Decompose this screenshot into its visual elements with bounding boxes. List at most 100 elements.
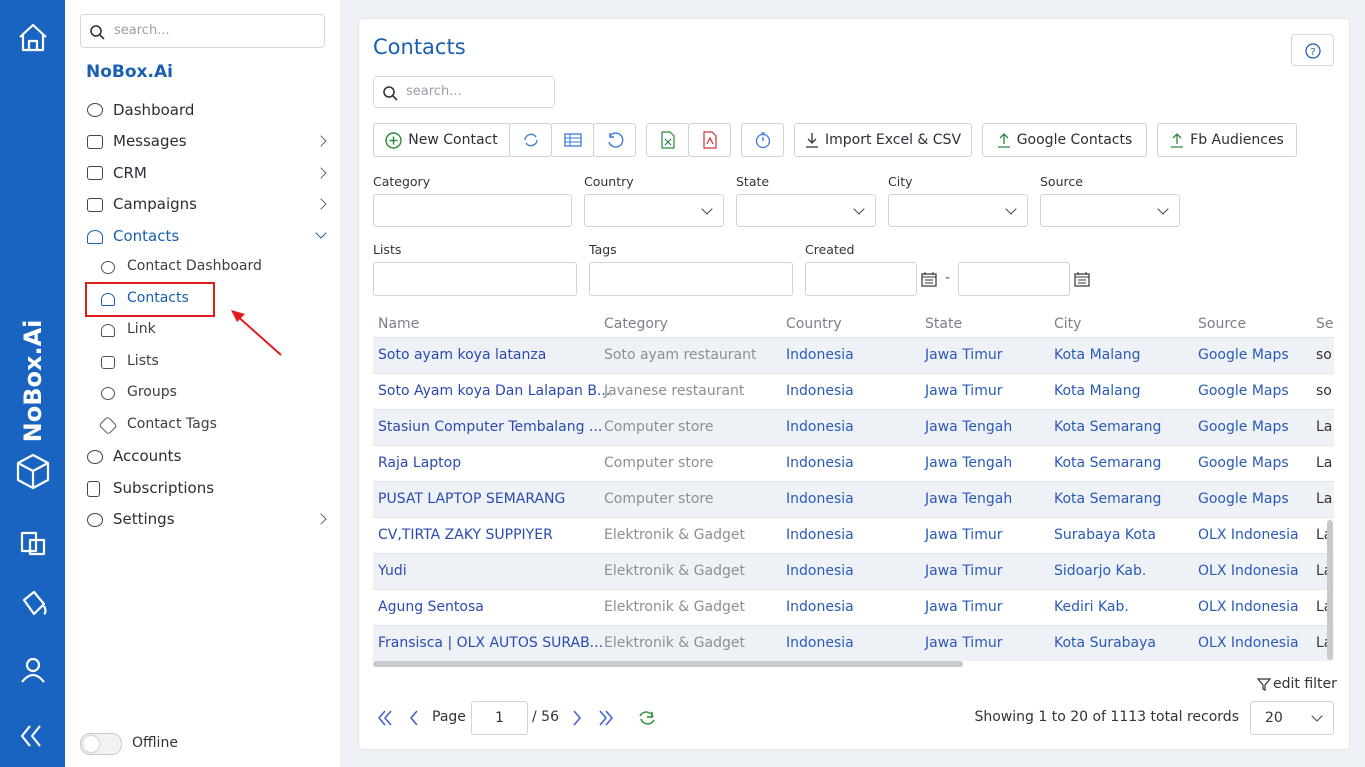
table-cell: Elektronik & Gadget	[604, 527, 745, 543]
table-cell: Jawa Timur	[925, 563, 1003, 579]
table-cell: Elektronik & Gadget	[604, 599, 745, 615]
table-cell: Stasiun Computer Tembalang ...	[378, 419, 603, 435]
table-cell: Soto Ayam koya Dan Lalapan B...	[378, 383, 611, 399]
table-cell: Jawa Tengah	[925, 419, 1013, 435]
help-button[interactable]: ?	[1291, 34, 1334, 66]
edit-filter[interactable]: edit filter	[1257, 676, 1337, 692]
table-button[interactable]	[551, 123, 594, 157]
sidebar-search[interactable]: search...	[80, 14, 325, 48]
submenu-item[interactable]: Groups	[127, 384, 177, 400]
table-row[interactable]: CV,TIRTA ZAKY SUPPIYER Elektronik & Gadge…	[373, 517, 1334, 553]
table-cell: Soto ayam restaurant	[604, 347, 757, 363]
menu-item[interactable]: Subscriptions	[113, 479, 215, 497]
table-cell: Kota Semarang	[1054, 455, 1162, 471]
filter-label: Tags	[589, 242, 617, 257]
table-cell: Jawa Timur	[925, 383, 1003, 399]
table-cell: CV,TIRTA ZAKY SUPPIYER	[378, 527, 553, 543]
rail-brand: NoBox.Ai	[19, 320, 47, 443]
search-placeholder: search...	[406, 84, 462, 99]
filter-select[interactable]	[1040, 194, 1180, 227]
icon-rail: NoBox.Ai	[0, 0, 65, 767]
menu-item[interactable]: Messages	[113, 132, 187, 150]
filter-label: Lists	[373, 242, 402, 257]
submenu-item[interactable]: Contact Dashboard	[127, 258, 262, 274]
toggle[interactable]	[80, 733, 122, 755]
table-row[interactable]: Stasiun Computer Tembalang ... Computer s…	[373, 409, 1334, 445]
submenu-item[interactable]: Contact Tags	[127, 416, 217, 432]
table-cell: so	[1316, 383, 1332, 399]
table-row[interactable]: Raja Laptop Computer store Indonesia Jawa T…	[373, 445, 1334, 481]
table-cell: Computer store	[604, 491, 714, 507]
button-label: New Contact	[408, 132, 498, 148]
filter-label: City	[888, 174, 913, 189]
filter-label: Category	[373, 174, 431, 189]
v-scrollbar[interactable]	[1327, 520, 1333, 660]
refresh-button[interactable]	[509, 123, 552, 157]
table-cell: Jawa Timur	[925, 347, 1003, 363]
timer-button[interactable]	[741, 123, 784, 157]
table-cell: Indonesia	[786, 491, 854, 507]
table-row[interactable]: Yudi Elektronik & Gadget Indonesia Jawa Tim…	[373, 553, 1334, 589]
pdf-button[interactable]	[688, 123, 731, 157]
table-cell: Sidoarjo Kab.	[1054, 563, 1147, 579]
table-row[interactable]: Soto ayam koya latanza Soto ayam restaura…	[373, 337, 1334, 373]
menu-item[interactable]: Accounts	[113, 447, 182, 465]
table-cell: Google Maps	[1198, 347, 1289, 363]
menu-item[interactable]: Contacts	[113, 227, 180, 245]
filter-input[interactable]	[589, 262, 793, 296]
filter-select[interactable]	[736, 194, 876, 227]
table-cell: Jawa Tengah	[925, 455, 1013, 471]
column-header: Category	[604, 316, 668, 332]
menu-item[interactable]: CRM	[113, 164, 147, 182]
table-cell: Indonesia	[786, 347, 854, 363]
filter-label: Created	[805, 242, 855, 257]
filter-input[interactable]	[373, 262, 577, 296]
table-cell: Javanese restaurant	[604, 383, 745, 399]
submenu-item[interactable]: Lists	[127, 353, 159, 369]
excel-button[interactable]	[646, 123, 689, 157]
search-placeholder: search...	[114, 23, 170, 38]
page-input[interactable]: 1	[471, 701, 528, 735]
table-cell: Indonesia	[786, 455, 854, 471]
date-input[interactable]	[958, 262, 1070, 296]
column-header: State	[925, 316, 963, 332]
menu-item[interactable]: Campaigns	[113, 195, 198, 213]
submenu-item[interactable]: Contacts	[127, 290, 189, 306]
filter-select[interactable]	[888, 194, 1028, 227]
new-contact-button[interactable]: New Contact	[373, 123, 510, 157]
table-row[interactable]: Fransisca | OLX AUTOS SURAB... Elektronik…	[373, 625, 1334, 661]
button-label: Fb Audiences	[1190, 132, 1284, 148]
table-cell: Jawa Tengah	[925, 491, 1013, 507]
page-size-select[interactable]: 20	[1250, 701, 1334, 735]
brand: NoBox.Ai	[86, 62, 173, 82]
h-scrollbar[interactable]	[373, 661, 963, 667]
calendar-icon[interactable]	[1074, 271, 1090, 287]
table-cell: La	[1316, 455, 1333, 471]
import-button[interactable]: Import Excel & CSV	[794, 123, 972, 157]
table-cell: Kota Malang	[1054, 347, 1141, 363]
table-cell: OLX Indonesia	[1198, 599, 1299, 615]
table-cell: PUSAT LAPTOP SEMARANG	[378, 491, 566, 507]
undo-button[interactable]	[593, 123, 636, 157]
calendar-icon[interactable]	[921, 271, 937, 287]
submenu-item[interactable]: Link	[127, 321, 156, 337]
fb-audiences-button[interactable]: Fb Audiences	[1157, 123, 1297, 157]
table-cell: Kota Surabaya	[1054, 635, 1156, 651]
table-row[interactable]: Agung Sentosa Elektronik & Gadget Indonesi…	[373, 589, 1334, 625]
column-header: Country	[786, 316, 842, 332]
filter-select[interactable]	[584, 194, 724, 227]
filter-input[interactable]	[373, 194, 572, 227]
main-search[interactable]: search...	[373, 76, 555, 108]
table-cell: Jawa Timur	[925, 635, 1003, 651]
table-cell: Indonesia	[786, 599, 854, 615]
table-row[interactable]: Soto Ayam koya Dan Lalapan B... Javanese …	[373, 373, 1334, 409]
table-row[interactable]: PUSAT LAPTOP SEMARANG Computer store Indon…	[373, 481, 1334, 517]
google-contacts-button[interactable]: Google Contacts	[982, 123, 1147, 157]
table-cell: Kota Semarang	[1054, 491, 1162, 507]
table-cell: Indonesia	[786, 419, 854, 435]
table-cell: Computer store	[604, 455, 714, 471]
menu-item[interactable]: Dashboard	[113, 101, 195, 119]
menu-item[interactable]: Settings	[113, 510, 175, 528]
column-header: Source	[1198, 316, 1247, 332]
date-input[interactable]	[805, 262, 917, 296]
